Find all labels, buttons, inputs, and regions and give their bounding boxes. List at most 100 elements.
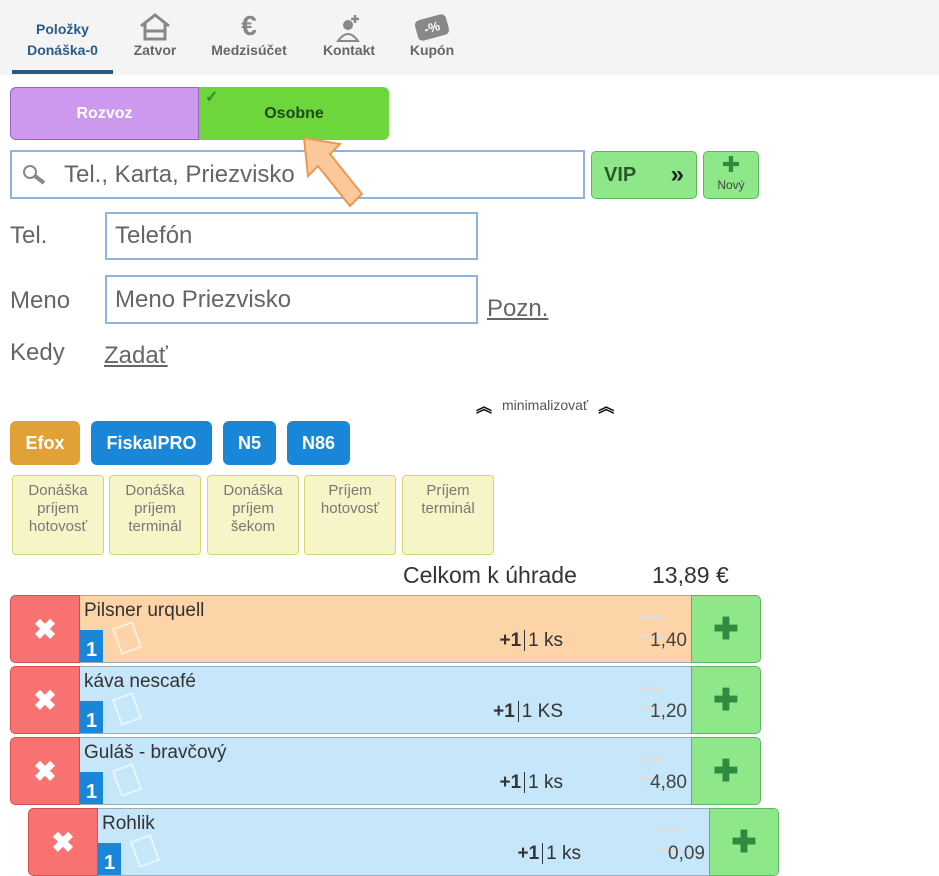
- close-icon: ✖: [33, 684, 57, 716]
- tab-kontakt[interactable]: Kontakt: [316, 8, 382, 58]
- meno-label: Meno: [10, 287, 71, 314]
- printer-efox-button[interactable]: Efox: [10, 421, 80, 465]
- remove-item-button[interactable]: ✖: [28, 808, 98, 876]
- item-count-badge: 1: [80, 630, 103, 662]
- note-icon: [111, 692, 143, 726]
- item-price: 1,20: [650, 701, 687, 722]
- unit-label: 1 ks: [528, 772, 563, 793]
- set-time-link[interactable]: Zadať: [104, 342, 168, 369]
- rozvoz-toggle[interactable]: Rozvoz: [10, 87, 199, 140]
- tab-label: Zatvor: [133, 42, 177, 58]
- plus-icon: ✚: [731, 825, 757, 859]
- item-count-badge: 1: [80, 772, 103, 804]
- unit-label: 1 ks: [528, 630, 563, 651]
- tab-label: Kontakt: [322, 42, 376, 58]
- increment-label: +1: [517, 843, 544, 864]
- menu-icon: [639, 687, 663, 709]
- add-item-button[interactable]: ✚: [709, 808, 779, 876]
- order-item-row[interactable]: ✖ Pilsner urquell 1 +1 1 ks 1,40 ✚: [10, 595, 761, 663]
- item-quantity[interactable]: +1 1 KS: [493, 701, 563, 723]
- remove-item-button[interactable]: ✖: [10, 666, 80, 734]
- plus-icon: ✚: [713, 683, 739, 717]
- coupon-icon: -%: [402, 8, 462, 42]
- close-icon: ✖: [33, 755, 57, 787]
- kedy-label: Kedy: [10, 339, 65, 366]
- tab-kupon[interactable]: -% Kupón: [402, 8, 462, 58]
- total-value: 13,89 €: [652, 562, 729, 588]
- increment-label: +1: [493, 701, 519, 722]
- item-name: Rohlik: [102, 813, 155, 834]
- item-count-badge: 1: [80, 701, 103, 733]
- vip-button[interactable]: VIP »: [591, 151, 697, 199]
- menu-icon: [657, 829, 681, 851]
- item-name: káva nescafé: [84, 671, 196, 692]
- top-tab-bar: Položky Donáška-0 Zatvor € Medzisúčet Ko…: [0, 0, 939, 75]
- item-price: 4,80: [650, 772, 687, 793]
- name-input[interactable]: Meno Priezvisko: [105, 275, 478, 324]
- add-item-button[interactable]: ✚: [691, 737, 761, 805]
- tab-label: Kupón: [409, 42, 455, 58]
- remove-item-button[interactable]: ✖: [10, 595, 80, 663]
- tab-zatvor[interactable]: Zatvor: [124, 8, 186, 58]
- tab-polozky[interactable]: Položky Donáška-0: [12, 8, 113, 58]
- active-tab-indicator: [12, 70, 113, 74]
- customer-search-input[interactable]: Tel., Karta, Priezvisko: [10, 150, 585, 199]
- item-count-badge: 1: [98, 843, 121, 875]
- order-item-row[interactable]: ✖ káva nescafé 1 +1 1 KS 1,20 ✚: [10, 666, 761, 734]
- printer-n86-button[interactable]: N86: [287, 421, 350, 465]
- item-quantity[interactable]: +1 1 ks: [517, 843, 581, 865]
- tel-label: Tel.: [10, 222, 48, 249]
- add-item-button[interactable]: ✚: [691, 595, 761, 663]
- payment-tile[interactable]: Príjem terminál: [402, 475, 494, 555]
- increment-label: +1: [499, 630, 526, 651]
- osobne-label: Osobne: [264, 104, 324, 122]
- search-placeholder: Tel., Karta, Priezvisko: [64, 160, 295, 188]
- add-user-icon: [316, 8, 382, 42]
- osobne-toggle[interactable]: ✓ Osobne: [199, 87, 389, 140]
- minimize-toggle[interactable]: ︽ minimalizovať ︽: [476, 393, 614, 417]
- tab-sublabel: Donáška-0: [27, 42, 98, 58]
- payment-tile[interactable]: Príjem hotovosť: [304, 475, 396, 555]
- phone-input[interactable]: Telefón: [105, 212, 478, 260]
- item-body[interactable]: Pilsner urquell 1 +1 1 ks 1,40: [80, 595, 691, 663]
- new-label: Nový: [717, 178, 745, 192]
- plus-icon: ✚: [713, 612, 739, 646]
- printer-fiskalpro-button[interactable]: FiskalPRO: [91, 421, 212, 465]
- euro-icon: €: [241, 10, 257, 41]
- menu-icon: [639, 758, 663, 780]
- tab-label: Položky: [36, 21, 89, 37]
- item-price: 0,09: [668, 843, 705, 864]
- item-quantity[interactable]: +1 1 ks: [499, 772, 563, 794]
- item-body[interactable]: Rohlik 1 +1 1 ks 0,09: [98, 808, 709, 876]
- menu-icon: [639, 616, 663, 638]
- order-item-row[interactable]: ✖ Guláš - bravčový 1 +1 1 ks 4,80 ✚: [10, 737, 761, 805]
- note-link[interactable]: Pozn.: [487, 295, 549, 322]
- note-icon: [111, 763, 143, 797]
- item-name: Pilsner urquell: [84, 600, 205, 621]
- chevron-up-icon: ︽: [598, 399, 615, 416]
- vip-label: VIP: [604, 163, 637, 186]
- remove-item-button[interactable]: ✖: [10, 737, 80, 805]
- check-icon: ✓: [205, 89, 219, 106]
- double-chevron-right-icon: »: [670, 161, 684, 188]
- payment-tile[interactable]: Donáška príjem šekom: [207, 475, 299, 555]
- printer-n5-button[interactable]: N5: [223, 421, 276, 465]
- payment-tile[interactable]: Donáška príjem terminál: [109, 475, 201, 555]
- home-icon: [124, 8, 186, 42]
- add-item-button[interactable]: ✚: [691, 666, 761, 734]
- unit-label: 1 KS: [521, 701, 563, 722]
- increment-label: +1: [499, 772, 526, 793]
- chevron-up-icon: ︽: [476, 399, 493, 416]
- item-quantity[interactable]: +1 1 ks: [499, 630, 563, 652]
- tab-medzisucet[interactable]: € Medzisúčet: [204, 8, 294, 58]
- order-item-row[interactable]: ✖ Rohlik 1 +1 1 ks 0,09 ✚: [28, 808, 779, 876]
- payment-tile[interactable]: Donáška príjem hotovosť: [12, 475, 104, 555]
- unit-label: 1 ks: [546, 843, 581, 864]
- close-icon: ✖: [51, 826, 75, 858]
- item-body[interactable]: Guláš - bravčový 1 +1 1 ks 4,80: [80, 737, 691, 805]
- item-body[interactable]: káva nescafé 1 +1 1 KS 1,20: [80, 666, 691, 734]
- new-customer-button[interactable]: ✚ Nový: [703, 151, 759, 199]
- tab-label: Medzisúčet: [211, 42, 287, 58]
- close-icon: ✖: [33, 613, 57, 645]
- minimize-label: minimalizovať: [502, 397, 589, 413]
